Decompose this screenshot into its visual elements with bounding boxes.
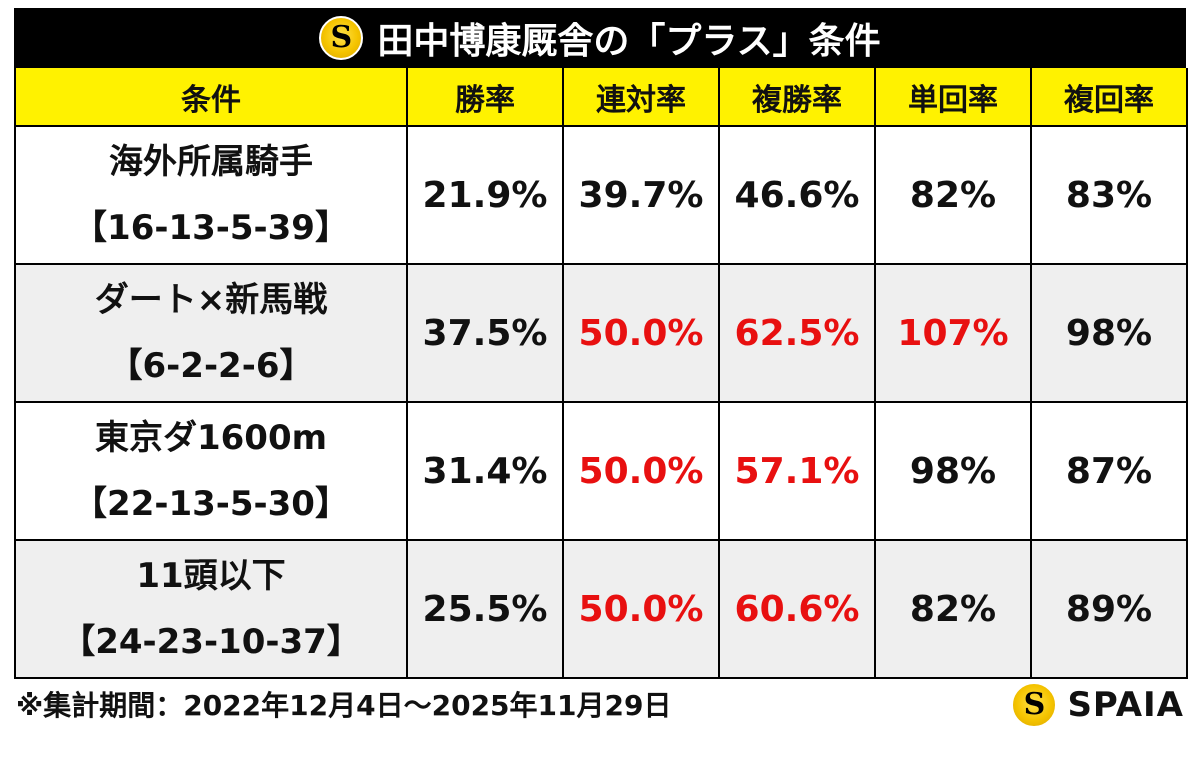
header-row: 条件 勝率 連対率 複勝率 単回率 複回率 (14, 68, 1188, 127)
value-cell: 21.9% (406, 125, 564, 265)
value-cell: 89% (1030, 539, 1188, 679)
top2-rate-value: 50.0% (578, 450, 704, 492)
win-return-value: 82% (909, 174, 997, 216)
value-cell: 83% (1030, 125, 1188, 265)
title-bar: 田中博康厩舎の「プラス」条件 (14, 8, 1186, 68)
top2-rate-value: 50.0% (578, 588, 704, 630)
condition-cell: 海外所属騎手 【16-13-5-39】 (14, 125, 408, 265)
value-cell: 82% (874, 125, 1032, 265)
condition-label: 東京ダ1600m (94, 418, 328, 458)
place-return-value: 87% (1065, 450, 1153, 492)
header-top2-rate: 連対率 (562, 68, 720, 127)
top2-rate-value: 50.0% (578, 312, 704, 354)
value-cell: 87% (1030, 401, 1188, 541)
top3-rate-value: 57.1% (734, 450, 860, 492)
win-rate-value: 21.9% (422, 174, 548, 216)
table-title: 田中博康厩舎の「プラス」条件 (377, 21, 881, 62)
value-cell: 39.7% (562, 125, 720, 265)
win-return-value: 107% (897, 312, 1009, 354)
value-cell: 107% (874, 263, 1032, 403)
condition-record: 【16-13-5-39】 (73, 208, 349, 248)
value-cell: 60.6% (718, 539, 876, 679)
top3-rate-value: 62.5% (734, 312, 860, 354)
place-return-value: 83% (1065, 174, 1153, 216)
condition-label: 海外所属騎手 (109, 142, 313, 182)
win-return-value: 82% (909, 588, 997, 630)
win-rate-value: 37.5% (422, 312, 548, 354)
value-cell: 98% (1030, 263, 1188, 403)
top3-rate-value: 60.6% (734, 588, 860, 630)
header-top3-rate: 複勝率 (718, 68, 876, 127)
brand-logo: SPAIA (1011, 682, 1184, 728)
value-cell: 57.1% (718, 401, 876, 541)
value-cell: 82% (874, 539, 1032, 679)
place-return-value: 89% (1065, 588, 1153, 630)
win-rate-value: 31.4% (422, 450, 548, 492)
header-condition: 条件 (14, 68, 408, 127)
value-cell: 25.5% (406, 539, 564, 679)
stats-table-container: 田中博康厩舎の「プラス」条件 条件 勝率 連対率 複勝率 単回率 複回率 海外所… (14, 8, 1188, 679)
header-win-rate: 勝率 (406, 68, 564, 127)
value-cell: 50.0% (562, 263, 720, 403)
place-return-value: 98% (1065, 312, 1153, 354)
header-win-return: 単回率 (874, 68, 1032, 127)
stats-table: 条件 勝率 連対率 複勝率 単回率 複回率 海外所属騎手 【16-13-5-39… (14, 68, 1188, 679)
header-place-return: 複回率 (1030, 68, 1188, 127)
value-cell: 46.6% (718, 125, 876, 265)
table-row: 11頭以下 【24-23-10-37】 25.5% 50.0% 60.6% 82… (14, 539, 1188, 679)
top3-rate-value: 46.6% (734, 174, 860, 216)
condition-record: 【22-13-5-30】 (73, 484, 349, 524)
condition-cell: 11頭以下 【24-23-10-37】 (14, 539, 408, 679)
brand-name: SPAIA (1067, 685, 1184, 725)
spaia-logo-icon (319, 16, 364, 60)
spaia-logo-icon (1011, 682, 1058, 728)
value-cell: 31.4% (406, 401, 564, 541)
value-cell: 98% (874, 401, 1032, 541)
top2-rate-value: 39.7% (578, 174, 704, 216)
value-cell: 50.0% (562, 539, 720, 679)
condition-cell: 東京ダ1600m 【22-13-5-30】 (14, 401, 408, 541)
condition-cell: ダート×新馬戦 【6-2-2-6】 (14, 263, 408, 403)
period-footnote: ※集計期間：2022年12月4日～2025年11月29日 (16, 689, 672, 722)
condition-record: 【6-2-2-6】 (108, 346, 314, 386)
value-cell: 50.0% (562, 401, 720, 541)
table-row: 海外所属騎手 【16-13-5-39】 21.9% 39.7% 46.6% 82… (14, 125, 1188, 265)
condition-record: 【24-23-10-37】 (61, 622, 361, 662)
win-return-value: 98% (909, 450, 997, 492)
win-rate-value: 25.5% (422, 588, 548, 630)
value-cell: 62.5% (718, 263, 876, 403)
condition-label: 11頭以下 (136, 556, 286, 596)
table-row: 東京ダ1600m 【22-13-5-30】 31.4% 50.0% 57.1% … (14, 401, 1188, 541)
table-row: ダート×新馬戦 【6-2-2-6】 37.5% 50.0% 62.5% 107%… (14, 263, 1188, 403)
value-cell: 37.5% (406, 263, 564, 403)
condition-label: ダート×新馬戦 (94, 280, 328, 320)
